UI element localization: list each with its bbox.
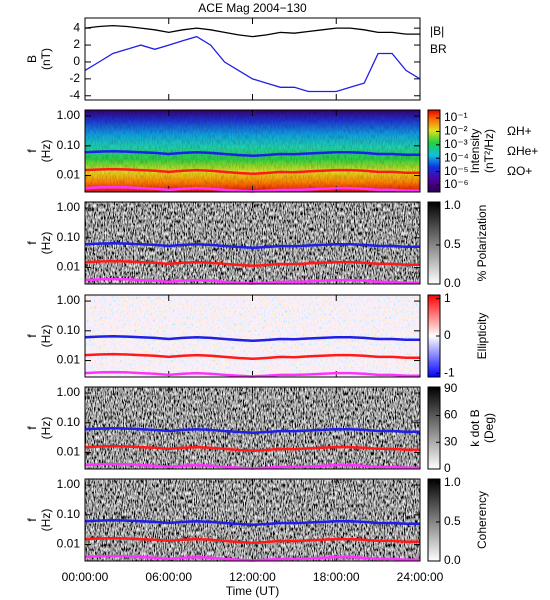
y-axis-label: (nT) bbox=[39, 48, 53, 70]
series-line bbox=[84, 35, 421, 93]
series-line bbox=[84, 352, 420, 361]
legend-label: ΩH+ bbox=[507, 124, 532, 138]
y-tick-label: 1.00 bbox=[57, 200, 81, 214]
y-tick-label: 0 bbox=[73, 54, 80, 68]
colorbar-tick-label: 0.0 bbox=[444, 553, 461, 567]
plot-frame bbox=[84, 386, 421, 470]
x-tick-label: 06:00:00 bbox=[145, 570, 192, 584]
colorbar bbox=[427, 201, 441, 285]
colorbar-label: % Polarization bbox=[475, 205, 489, 282]
colorbar-label: k dot B bbox=[468, 409, 482, 446]
chart-title: ACE Mag 2004−130 bbox=[198, 1, 307, 15]
colorbar-label: (nT²/Hz) bbox=[482, 129, 496, 173]
series-line bbox=[84, 536, 420, 545]
series-line bbox=[84, 259, 420, 268]
y-tick-label: 1.00 bbox=[57, 385, 81, 399]
colorbar-tick-label: 10⁻⁴ bbox=[444, 150, 469, 164]
y-tick-label: -2 bbox=[69, 71, 80, 85]
series-line bbox=[84, 167, 420, 176]
colorbar-tick-label: 0.5 bbox=[444, 237, 461, 251]
series-line bbox=[84, 444, 420, 453]
colorbar bbox=[427, 386, 441, 470]
legend-label: ΩHe+ bbox=[507, 144, 538, 158]
y-axis-label: f bbox=[25, 426, 39, 430]
series-line bbox=[84, 24, 420, 38]
colorbar-tick-label: 1 bbox=[444, 291, 451, 305]
y-tick-label: 1.00 bbox=[57, 108, 81, 122]
legend-label: ΩO+ bbox=[507, 164, 532, 178]
colorbar-tick-label: 10⁻⁶ bbox=[444, 177, 469, 191]
colorbar-label: (Deg) bbox=[482, 413, 496, 443]
colorbar bbox=[427, 109, 441, 193]
plot-frame bbox=[84, 201, 421, 285]
colorbar-tick-label: 0.0 bbox=[444, 276, 461, 290]
y-axis-label: B bbox=[25, 55, 39, 63]
colorbar-tick-label: 60 bbox=[444, 408, 458, 422]
x-tick-label: 00:00:00 bbox=[62, 570, 109, 584]
colorbar-tick-label: 10⁻² bbox=[444, 124, 468, 138]
y-axis-label: f bbox=[25, 518, 39, 522]
y-tick-label: 0.10 bbox=[57, 138, 81, 152]
x-tick-label: 18:00:00 bbox=[313, 570, 360, 584]
legend-label: |B| bbox=[430, 24, 444, 38]
colorbar-label: Ellipticity bbox=[475, 313, 489, 360]
colorbar-tick-label: 0.5 bbox=[444, 514, 461, 528]
colorbar-tick-label: 30 bbox=[444, 434, 458, 448]
series-line bbox=[84, 241, 420, 250]
series-line bbox=[84, 426, 420, 435]
y-axis-label: f bbox=[25, 149, 39, 153]
y-axis-label: (Hz) bbox=[39, 140, 53, 163]
y-tick-label: 2 bbox=[73, 37, 80, 51]
y-tick-label: 0.10 bbox=[57, 230, 81, 244]
series-line bbox=[84, 149, 420, 158]
y-tick-label: 0.01 bbox=[57, 445, 81, 459]
y-tick-label: 0.01 bbox=[57, 168, 81, 182]
colorbar-tick-label: 1.0 bbox=[444, 475, 461, 489]
x-axis-label: Time (UT) bbox=[226, 584, 280, 598]
y-axis-label: (Hz) bbox=[39, 325, 53, 348]
plot-frame bbox=[84, 109, 421, 193]
plot-frame bbox=[84, 17, 421, 101]
colorbar-tick-label: 0 bbox=[444, 461, 451, 475]
colorbar-tick-label: 10⁻³ bbox=[444, 137, 468, 151]
y-tick-label: 4 bbox=[73, 20, 80, 34]
series-line bbox=[84, 334, 420, 343]
y-tick-label: -4 bbox=[69, 88, 80, 102]
colorbar-tick-label: 10⁻⁵ bbox=[444, 164, 469, 178]
colorbar-tick-label: 90 bbox=[444, 381, 458, 395]
colorbar bbox=[427, 478, 441, 562]
legend-label: BR bbox=[430, 42, 447, 56]
y-axis-label: (Hz) bbox=[39, 417, 53, 440]
plot-frame bbox=[84, 478, 421, 562]
y-axis-label: (Hz) bbox=[39, 232, 53, 255]
y-tick-label: 0.01 bbox=[57, 537, 81, 551]
colorbar-label: Intensity bbox=[468, 129, 482, 174]
colorbar-tick-label: -1 bbox=[444, 365, 455, 379]
y-tick-label: 0.01 bbox=[57, 353, 81, 367]
y-tick-label: 0.01 bbox=[57, 260, 81, 274]
x-tick-label: 12:00:00 bbox=[229, 570, 276, 584]
y-tick-label: 1.00 bbox=[57, 293, 81, 307]
colorbar-tick-label: 10⁻¹ bbox=[444, 110, 468, 124]
plot-frame bbox=[84, 294, 421, 378]
y-tick-label: 1.00 bbox=[57, 477, 81, 491]
y-axis-label: f bbox=[25, 241, 39, 245]
y-tick-label: 0.10 bbox=[57, 507, 81, 521]
y-axis-label: (Hz) bbox=[39, 509, 53, 532]
series-line bbox=[84, 518, 420, 527]
colorbar-tick-label: 0 bbox=[444, 328, 451, 342]
x-tick-label: 24:00:00 bbox=[397, 570, 444, 584]
y-axis-label: f bbox=[25, 334, 39, 338]
colorbar-label: Coherency bbox=[475, 491, 489, 549]
y-tick-label: 0.10 bbox=[57, 415, 81, 429]
y-tick-label: 0.10 bbox=[57, 323, 81, 337]
colorbar-tick-label: 1.0 bbox=[444, 198, 461, 212]
